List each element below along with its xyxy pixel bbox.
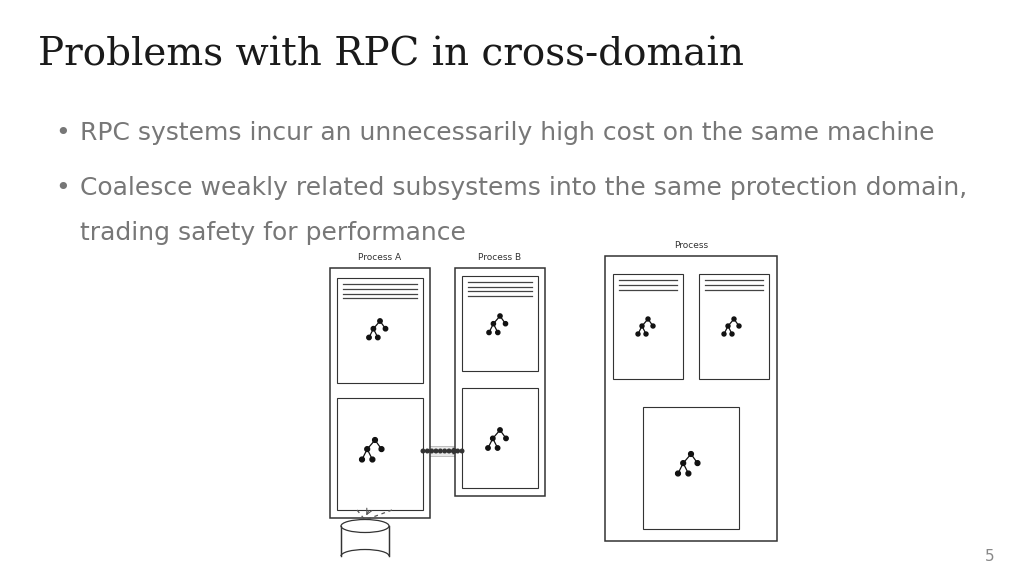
Circle shape [695, 461, 699, 465]
Circle shape [378, 319, 382, 323]
Circle shape [367, 335, 372, 340]
FancyBboxPatch shape [341, 526, 389, 556]
Circle shape [732, 317, 736, 321]
Bar [605, 256, 777, 541]
Bar [337, 278, 423, 383]
Ellipse shape [341, 520, 389, 532]
Circle shape [359, 457, 365, 462]
Text: Coalesce weakly related subsystems into the same protection domain,: Coalesce weakly related subsystems into … [80, 176, 968, 200]
Circle shape [681, 461, 686, 465]
Text: RPC systems incur an unnecessarily high cost on the same machine: RPC systems incur an unnecessarily high … [80, 121, 935, 145]
Bar [613, 274, 683, 379]
Circle shape [486, 331, 492, 335]
Circle shape [490, 436, 495, 441]
Circle shape [383, 327, 388, 331]
Circle shape [460, 449, 464, 453]
Circle shape [504, 436, 508, 441]
Circle shape [737, 324, 741, 328]
Bar [643, 407, 739, 529]
Bar [455, 268, 545, 496]
Text: trading safety for performance: trading safety for performance [80, 221, 466, 245]
Circle shape [722, 332, 726, 336]
Circle shape [485, 446, 490, 450]
Text: •: • [55, 176, 70, 200]
Circle shape [421, 449, 425, 453]
Text: Process: Process [674, 241, 708, 250]
Text: Process A: Process A [358, 253, 401, 262]
Circle shape [496, 446, 500, 450]
Circle shape [504, 321, 508, 326]
Circle shape [447, 449, 451, 453]
Bar [337, 398, 423, 510]
Circle shape [365, 447, 370, 452]
Circle shape [640, 324, 644, 328]
Text: 5: 5 [985, 549, 995, 564]
Circle shape [686, 471, 691, 476]
Circle shape [498, 428, 502, 432]
Bar [462, 388, 538, 488]
Circle shape [442, 449, 446, 453]
Circle shape [636, 332, 640, 336]
Circle shape [370, 457, 375, 462]
Circle shape [379, 447, 384, 452]
Circle shape [371, 327, 376, 331]
Bar [330, 268, 430, 518]
Bar [699, 274, 769, 379]
Circle shape [688, 452, 693, 456]
Circle shape [434, 449, 438, 453]
Bar [423, 446, 462, 456]
Circle shape [452, 449, 455, 453]
Circle shape [676, 471, 680, 476]
Circle shape [651, 324, 655, 328]
Circle shape [426, 449, 429, 453]
Text: Process B: Process B [478, 253, 521, 262]
Circle shape [430, 449, 433, 453]
Circle shape [498, 314, 502, 318]
Circle shape [726, 324, 730, 328]
Circle shape [492, 321, 496, 326]
Circle shape [456, 449, 460, 453]
Bar [462, 276, 538, 371]
Circle shape [373, 438, 378, 442]
Circle shape [496, 331, 500, 335]
Circle shape [438, 449, 442, 453]
Circle shape [376, 335, 380, 340]
Circle shape [646, 317, 650, 321]
Circle shape [730, 332, 734, 336]
Text: Problems with RPC in cross-domain: Problems with RPC in cross-domain [38, 36, 744, 73]
Text: •: • [55, 121, 70, 145]
Circle shape [644, 332, 648, 336]
